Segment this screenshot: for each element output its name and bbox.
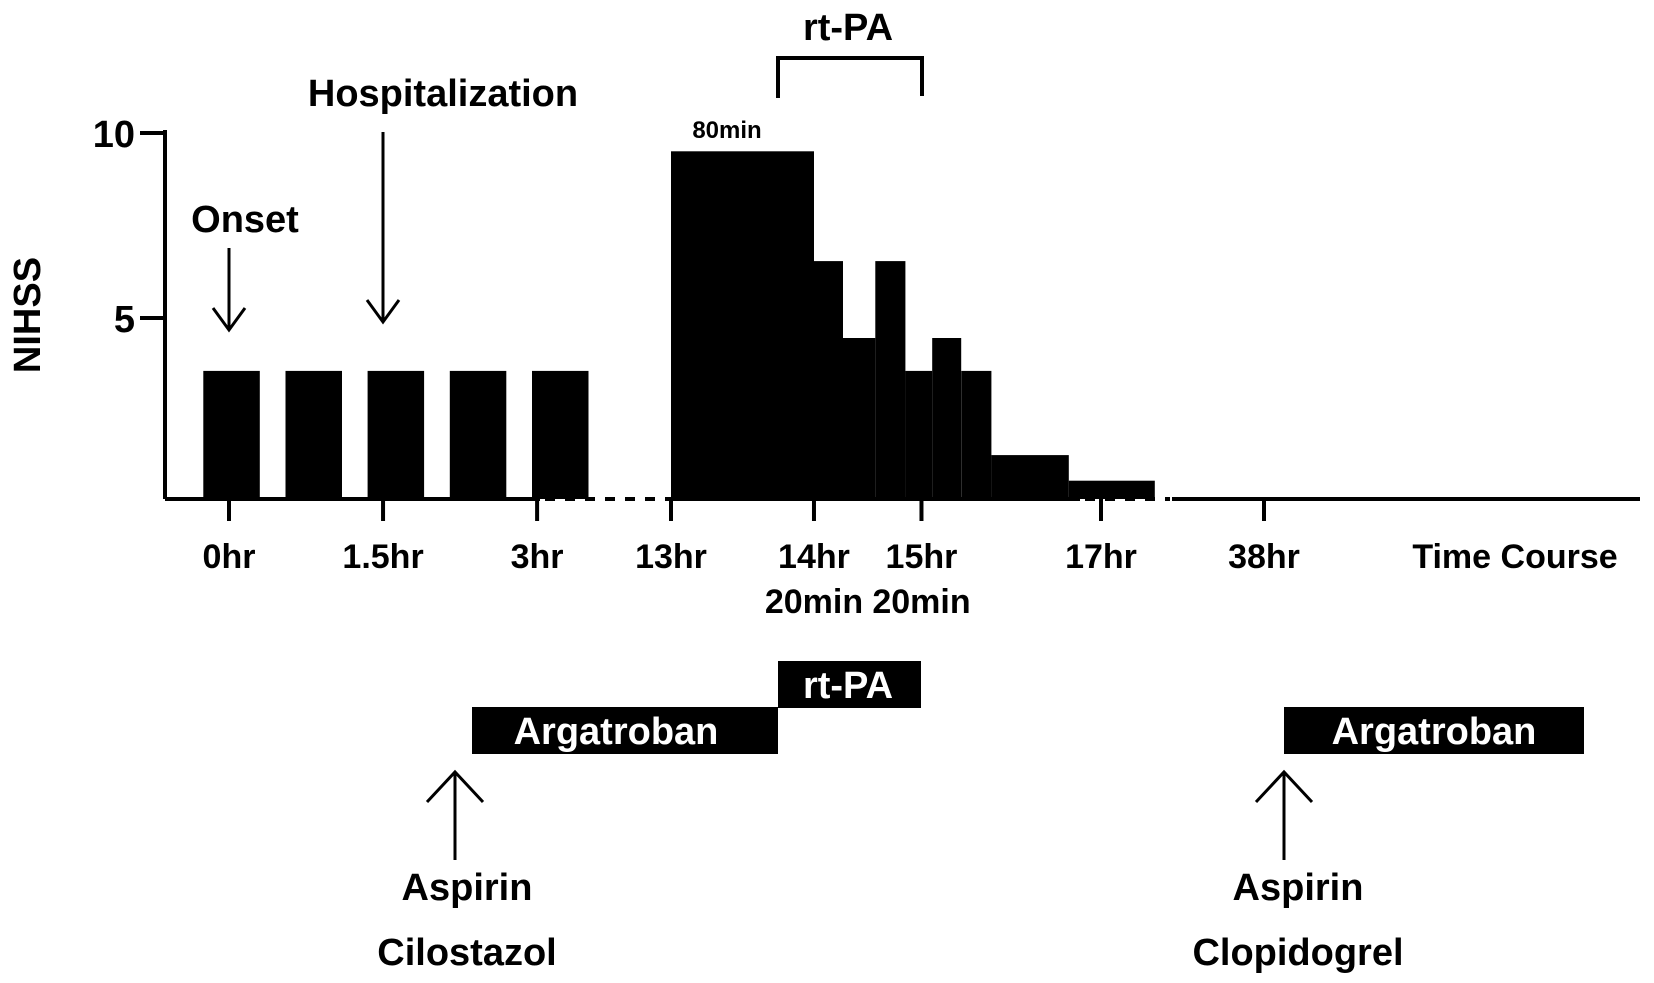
nihss-bar-11	[932, 338, 962, 499]
x-tick-label-7: 17hr	[1065, 538, 1137, 576]
x-axis-label: Time Course	[1412, 538, 1617, 576]
antiplatelet-label-1a: Aspirin	[402, 867, 533, 909]
x-ticks: 0hr 1.5hr 3hr 13hr 14hr 20min 15hr 20min 17hr 38h…	[203, 499, 1300, 621]
rtpa-bracket	[776, 56, 924, 98]
argatroban-bar-1	[472, 707, 778, 754]
x-tick-label-8: 38hr	[1228, 538, 1300, 576]
hospitalization-label: Hospitalization	[308, 73, 578, 115]
nihss-bar-6	[671, 151, 814, 500]
argatroban-label-2: Argatroban	[1332, 711, 1537, 753]
onset-arrowhead	[211, 307, 247, 333]
nihss-bar-14	[1068, 480, 1155, 499]
argatroban-label-1: Argatroban	[514, 711, 719, 753]
x-tick-label-6-line-2: 20min	[872, 583, 970, 621]
nihss-bar-7	[814, 261, 843, 499]
nihss-bar-2	[285, 370, 342, 499]
rtpa-label: rt-PA	[803, 665, 893, 707]
rtpa-bracket-label: rt-PA	[803, 7, 893, 49]
x-tick-label-3: 3hr	[511, 538, 564, 576]
nihss-bar-4	[449, 370, 507, 499]
duration-label: 80min	[692, 117, 761, 144]
nihss-bar-12	[961, 370, 992, 499]
argatroban-bar-2	[1284, 707, 1584, 754]
nihss-bar-13	[991, 455, 1069, 499]
antiplatelet-label-1b: Cilostazol	[377, 932, 556, 974]
antiplatelet-arrowhead-2	[1254, 769, 1314, 804]
nihss-bar-8	[843, 338, 876, 499]
x-tick-label-5: 14hr	[778, 538, 850, 576]
nihss-bar-9	[875, 261, 906, 499]
nihss-bar-10	[905, 370, 933, 499]
y-axis-label: NIHSS	[7, 257, 49, 373]
x-tick-label-4: 13hr	[635, 538, 707, 576]
hospitalization-arrowhead	[365, 299, 401, 325]
x-tick-label-2: 1.5hr	[342, 538, 423, 576]
rtpa-bar	[778, 661, 921, 708]
nihss-bar-3	[367, 370, 425, 499]
x-tick-label-1: 0hr	[203, 538, 256, 576]
nihss-bar-5	[532, 370, 589, 499]
onset-label: Onset	[191, 199, 299, 241]
nihss-bars	[203, 151, 1155, 500]
nihss-bar-1	[203, 370, 260, 499]
y-tick-label-5: 5	[114, 299, 135, 341]
antiplatelet-label-2b: Clopidogrel	[1192, 932, 1403, 974]
antiplatelet-label-2a: Aspirin	[1233, 867, 1364, 909]
y-tick-label-10: 10	[93, 114, 135, 156]
x-tick-label-5-line-2: 20min	[765, 583, 863, 621]
antiplatelet-arrowhead-1	[425, 769, 485, 804]
x-tick-label-6: 15hr	[886, 538, 958, 576]
